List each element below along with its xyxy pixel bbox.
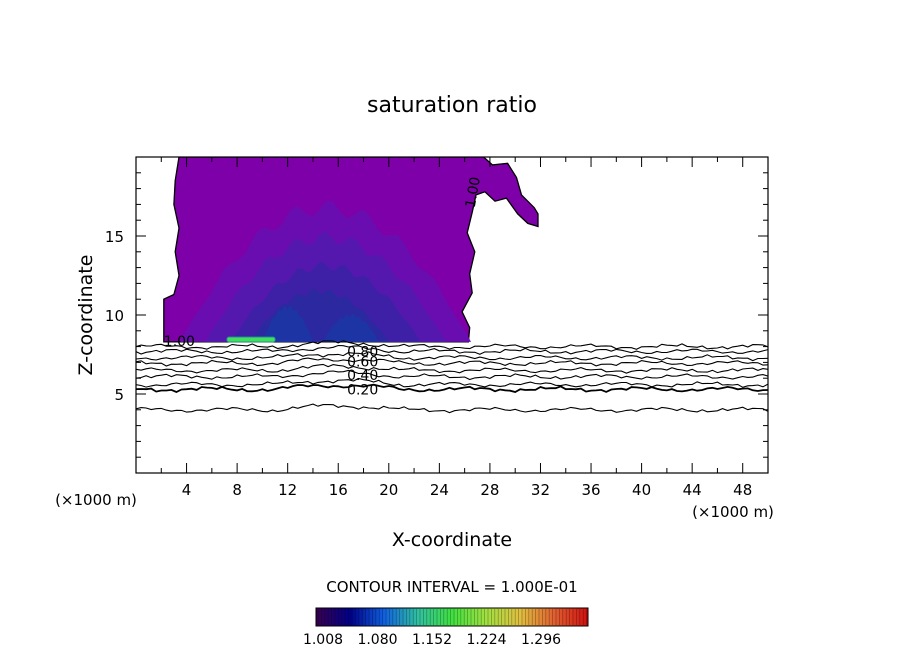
colorbar-tick-labels: 1.008 1.080 1.152 1.224 1.296 xyxy=(303,632,561,648)
max-saturation-region xyxy=(226,336,276,343)
x-tick-label: 20 xyxy=(379,481,398,499)
x-tick-label: 8 xyxy=(232,481,242,499)
saturated-region-fills xyxy=(163,157,539,343)
contour-line xyxy=(136,357,768,367)
colorbar-tick-label: 1.008 xyxy=(303,632,343,648)
colorbar-tick-label: 1.296 xyxy=(521,632,561,648)
x-tick-label: 24 xyxy=(430,481,449,499)
y-tick-label: 15 xyxy=(105,228,124,246)
contour-label: 0.20 xyxy=(347,382,378,398)
x-tick-label: 40 xyxy=(632,481,651,499)
colorbar-tick-label: 1.224 xyxy=(466,632,506,648)
contour-line xyxy=(136,351,768,362)
contour-line xyxy=(136,363,768,374)
chart-title: saturation ratio xyxy=(367,93,537,118)
contour-line xyxy=(136,369,768,381)
contour-line xyxy=(136,383,768,393)
contour-label: 1.00 xyxy=(463,176,484,209)
x-tick-label: 12 xyxy=(278,481,297,499)
contour-interval-text: CONTOUR INTERVAL = 1.000E-01 xyxy=(326,578,577,596)
contour-line xyxy=(136,403,768,414)
x-tick-label: 4 xyxy=(182,481,192,499)
contour-line xyxy=(136,344,768,355)
x-axis-label: X-coordinate xyxy=(392,529,512,551)
x-tick-label: 48 xyxy=(733,481,752,499)
y-tick-label: 10 xyxy=(105,307,124,325)
contour-label: 1.00 xyxy=(164,334,195,350)
y-tick-label: 5 xyxy=(114,386,124,404)
x-tick-label: 16 xyxy=(329,481,348,499)
contour-label: 0.60 xyxy=(347,355,378,371)
x-tick-label: 36 xyxy=(581,481,600,499)
x-tick-label: 32 xyxy=(531,481,550,499)
saturation-fill-level xyxy=(262,305,313,342)
z-unit-label: (×1000 m) xyxy=(55,491,137,509)
contour-labels: 1.00 1.00 0.800.600.400.20 xyxy=(164,176,484,399)
contour-line xyxy=(136,340,768,350)
y-axis-ticks: 5 10 15 xyxy=(105,172,768,458)
x-tick-label: 44 xyxy=(683,481,702,499)
saturation-fill-level xyxy=(323,313,379,342)
contour-label: 0.40 xyxy=(347,368,378,384)
colorbar-stripes xyxy=(317,609,587,625)
y-axis-label: Z-coordinate xyxy=(75,255,97,376)
x-tick-label: 28 xyxy=(480,481,499,499)
contour-line xyxy=(136,377,768,388)
contour-lines xyxy=(136,340,768,414)
x-unit-label: (×1000 m) xyxy=(692,503,774,521)
colorbar-tick-label: 1.152 xyxy=(412,632,452,648)
colorbar-tick-label: 1.080 xyxy=(357,632,397,648)
x-axis-ticks: 4 8 12 16 20 24 28 32 36 40 44 48 xyxy=(160,157,752,499)
colorbar xyxy=(315,607,589,627)
contour-label: 0.80 xyxy=(347,344,378,360)
